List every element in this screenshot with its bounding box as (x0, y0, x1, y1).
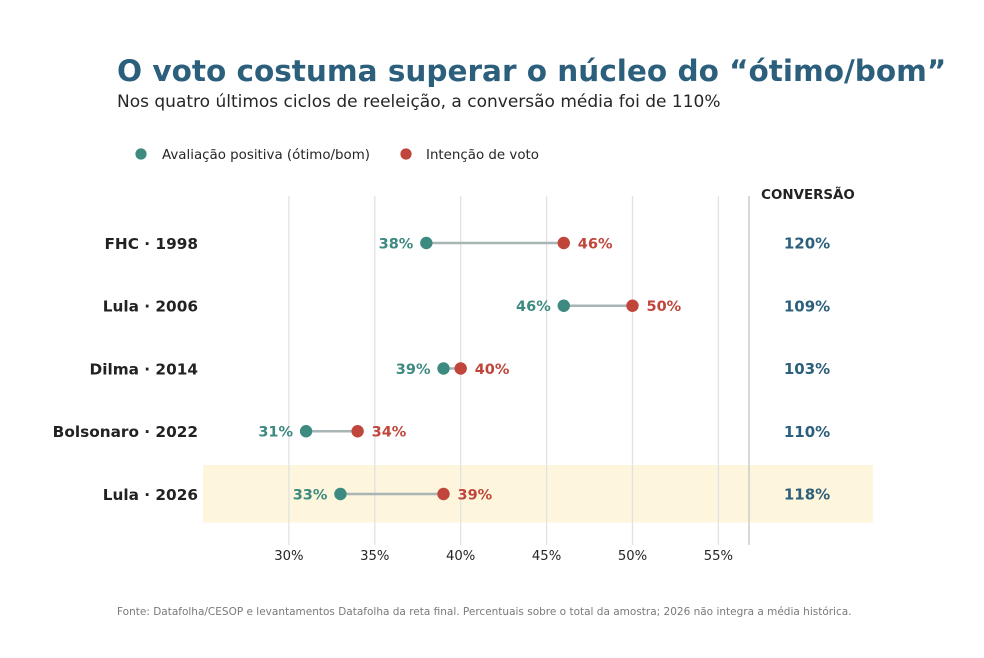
approval-value-label: 38% (379, 236, 414, 252)
vote-dot (454, 362, 467, 375)
vote-dot (351, 425, 364, 438)
approval-dot (420, 236, 433, 250)
approval-value-label: 39% (396, 362, 431, 378)
x-tick-label: 55% (704, 549, 733, 564)
row-label: Dilma · 2014 (90, 360, 198, 378)
approval-value-label: 31% (258, 425, 293, 441)
x-tick-label: 35% (360, 549, 389, 564)
row-label: FHC · 1998 (104, 235, 198, 253)
conversion-value: 110% (784, 423, 830, 441)
approval-value-label: 46% (516, 299, 551, 315)
x-tick-label: 40% (446, 549, 475, 564)
legend-label-vote: Intenção de voto (426, 148, 539, 163)
vote-dot (557, 236, 570, 250)
conversion-value: 120% (784, 235, 830, 253)
vote-value-label: 40% (475, 362, 510, 378)
vote-value-label: 34% (372, 425, 407, 441)
conversion-value: 118% (784, 486, 830, 504)
plot-area: 30% 35% 40% 45% 50% 55% FHC · 1998 38% 46% 120% Lu… (53, 196, 873, 564)
highlight-band (203, 465, 873, 523)
row-label: Bolsonaro · 2022 (53, 423, 198, 441)
vote-dot (626, 299, 639, 312)
row-label: Lula · 2026 (103, 486, 198, 504)
approval-dot (557, 299, 570, 312)
legend: Avaliação positiva (ótimo/bom) Intenção … (135, 147, 539, 163)
chart-title: O voto costuma superar o núcleo do “ótim… (117, 54, 946, 88)
legend-item-vote: Intenção de voto (400, 148, 539, 163)
conversion-header: CONVERSÃO (761, 186, 855, 203)
legend-item-approval: Avaliação positiva (ótimo/bom) (135, 147, 370, 163)
source-note: Fonte: Datafolha/CESOP e levantamentos D… (117, 606, 852, 618)
approval-value-label: 33% (293, 487, 328, 503)
vote-dot (437, 487, 450, 501)
approval-dot (299, 425, 313, 438)
legend-label-approval: Avaliação positiva (ótimo/bom) (162, 147, 370, 163)
vote-value-label: 50% (646, 299, 681, 315)
row-label: Lula · 2006 (103, 298, 198, 316)
conversion-value: 109% (784, 297, 830, 315)
vote-value-label: 46% (578, 236, 613, 252)
approval-dot (334, 487, 347, 501)
conversion-value: 103% (784, 360, 830, 378)
approval-dot (437, 362, 450, 375)
x-tick-label: 50% (618, 549, 647, 564)
x-tick-label: 45% (532, 549, 561, 564)
legend-marker-vote (400, 148, 412, 160)
chart-subtitle: Nos quatro últimos ciclos de reeleição, … (117, 92, 720, 112)
x-tick-label: 30% (274, 549, 303, 564)
vote-value-label: 39% (458, 487, 493, 503)
legend-marker-approval (135, 148, 147, 160)
